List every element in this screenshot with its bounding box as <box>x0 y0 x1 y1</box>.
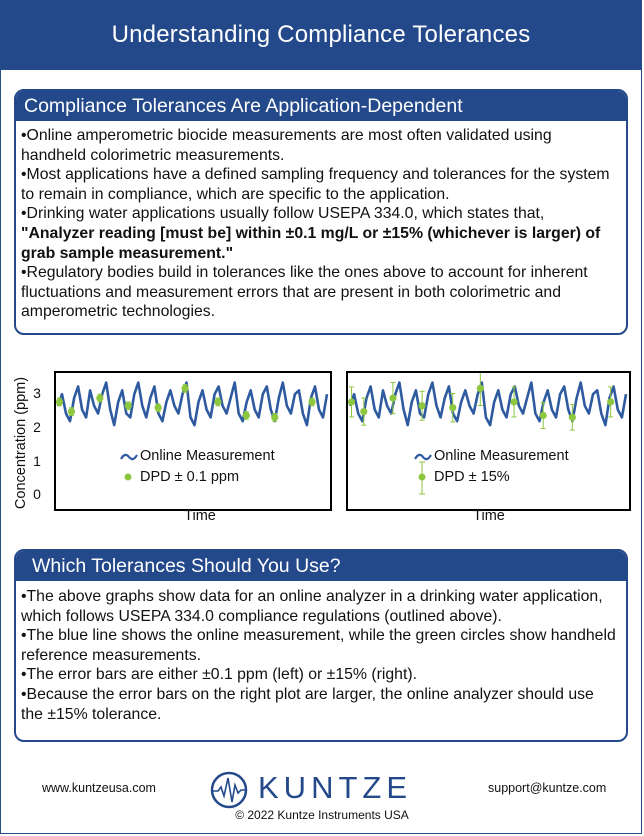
dpd-point <box>67 407 76 416</box>
online-measurement-line <box>56 381 329 427</box>
bullet-1: •The above graphs show data for an onlin… <box>21 588 603 625</box>
support-email-link[interactable]: support@kuntze.com <box>488 781 607 795</box>
chart-right <box>346 371 631 511</box>
y-tick-label: 3 <box>33 385 41 401</box>
legend-label: DPD ± 15% <box>434 469 510 485</box>
y-axis-label: Concentration (ppm) <box>13 376 29 510</box>
online-measurement-line <box>348 381 628 427</box>
y-tick-label: 1 <box>33 453 41 469</box>
dpd-point <box>476 384 484 393</box>
bullet-3: •Drinking water applications usually fol… <box>21 205 545 223</box>
copyright-text: © 2022 Kuntze Instruments USA <box>235 808 409 822</box>
y-tick-label: 0 <box>33 486 41 502</box>
legend-label: Online Measurement <box>434 448 569 464</box>
compliance-tolerances-section: Compliance Tolerances Are Application-De… <box>14 89 628 335</box>
section-body: •Online amperometric biocide measurement… <box>21 126 620 322</box>
dpd-point <box>96 394 104 402</box>
bullet-4: •Regulatory bodies build in tolerances l… <box>21 264 588 321</box>
usepa-quote: "Analyzer reading [must be] within ±0.1 … <box>21 224 601 262</box>
dpd-point <box>271 413 279 421</box>
dpd-point <box>348 398 356 406</box>
dpd-point <box>607 398 615 406</box>
bullet-4: •Because the error bars on the right plo… <box>21 685 594 723</box>
dpd-point <box>418 402 426 410</box>
bullet-2: •Most applications have a defined sampli… <box>21 166 610 203</box>
section-title: Compliance Tolerances Are Application-De… <box>16 91 626 121</box>
chart-left-svg <box>56 381 329 427</box>
dpd-point <box>539 411 547 420</box>
dpd-point <box>449 404 457 412</box>
x-axis-label-left: Time <box>184 508 216 524</box>
dpd-point <box>214 398 222 406</box>
bullet-2: •The blue line shows the online measurem… <box>21 627 616 664</box>
legend-label: DPD ± 0.1 ppm <box>140 469 240 485</box>
dpd-point <box>124 402 132 410</box>
dpd-point <box>154 404 162 412</box>
bullet-3: •The error bars are either ±0.1 ppm (lef… <box>21 666 417 684</box>
y-tick-label: 2 <box>33 419 41 435</box>
dpd-point <box>181 384 189 393</box>
dpd-point <box>242 411 250 420</box>
section-body: •The above graphs show data for an onlin… <box>21 587 620 724</box>
bullet-1: •Online amperometric biocide measurement… <box>21 127 552 164</box>
dpd-point <box>510 398 518 406</box>
dpd-point <box>360 407 368 416</box>
line-swatch-icon <box>120 453 138 461</box>
dpd-point <box>389 394 397 402</box>
chart-left <box>54 371 332 511</box>
section-title: Which Tolerances Should You Use? <box>16 551 626 581</box>
website-link[interactable]: www.kuntzeusa.com <box>42 781 156 795</box>
dpd-point <box>56 398 64 406</box>
legend-label: Online Measurement <box>140 448 275 464</box>
page-title: Understanding Compliance Tolerances <box>111 21 531 48</box>
which-tolerances-section: Which Tolerances Should You Use? •The ab… <box>14 549 628 742</box>
dpd-point <box>308 398 316 406</box>
brand-logo-text: KUNTZE <box>258 770 412 805</box>
x-axis-label-right: Time <box>473 508 505 524</box>
errorbar-swatch-icon <box>418 461 426 495</box>
waveform-logo-icon <box>210 771 248 809</box>
line-swatch-icon <box>414 453 432 461</box>
chart-right-svg <box>348 373 628 431</box>
dot-swatch-icon <box>124 473 132 481</box>
page-header: Understanding Compliance Tolerances <box>0 0 642 70</box>
dpd-point <box>568 413 576 421</box>
